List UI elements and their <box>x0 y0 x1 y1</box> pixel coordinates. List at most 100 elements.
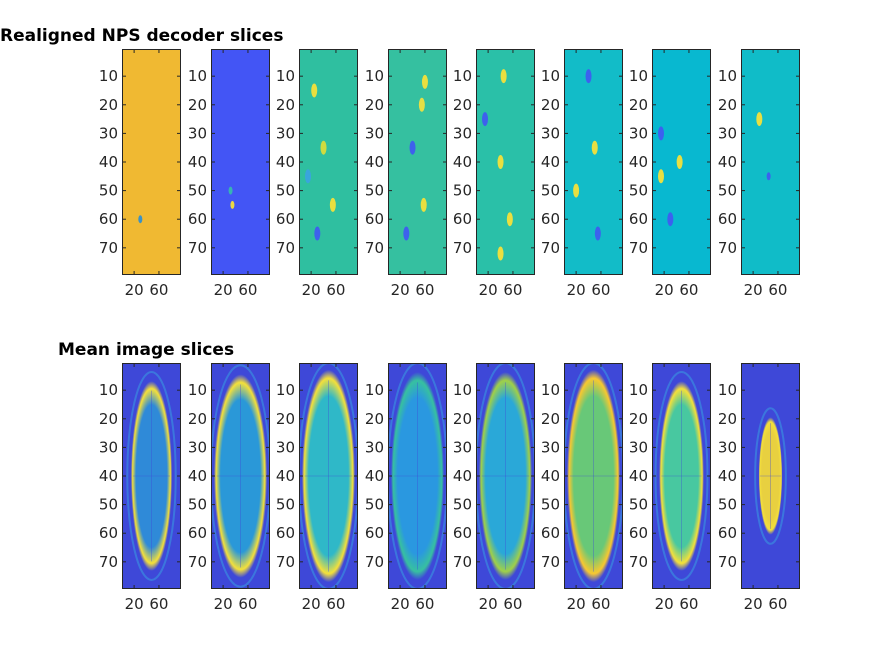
slice-background <box>299 49 358 275</box>
y-tick-label: 20 <box>453 410 472 428</box>
activation-blob <box>766 172 771 181</box>
y-tick-label: 70 <box>541 239 560 257</box>
slice-panel: 10 20 30 40 50 60 70 20 60 <box>99 363 181 613</box>
y-tick-label: 70 <box>629 239 648 257</box>
y-tick-label: 40 <box>99 153 118 171</box>
activation-blob <box>658 169 665 184</box>
y-tick-label: 10 <box>99 381 118 399</box>
y-tick-label: 70 <box>718 239 737 257</box>
slice-panel: 10 20 30 40 50 60 70 20 60 <box>453 49 535 299</box>
activation-blob <box>482 112 489 127</box>
activation-blob <box>676 155 683 169</box>
activation-blob <box>314 226 321 241</box>
x-tick-label: 60 <box>591 281 610 299</box>
activation-blob <box>756 112 763 127</box>
y-tick-label: 10 <box>188 381 207 399</box>
y-tick-label: 20 <box>188 96 207 114</box>
x-tick-label: 60 <box>149 281 168 299</box>
y-tick-label: 30 <box>718 438 737 456</box>
y-tick-label: 70 <box>718 553 737 571</box>
y-tick-label: 20 <box>453 96 472 114</box>
y-tick-label: 10 <box>188 67 207 85</box>
slice-background <box>122 49 181 275</box>
y-tick-label: 40 <box>541 467 560 485</box>
x-tick-label: 60 <box>503 281 522 299</box>
y-tick-label: 40 <box>541 153 560 171</box>
y-tick-label: 70 <box>276 239 295 257</box>
activation-blob <box>305 169 312 184</box>
brain-ellipse <box>213 374 268 578</box>
slice-panel: 10 20 30 40 50 60 70 20 60 <box>718 49 800 299</box>
activation-blob <box>585 69 592 84</box>
slice-panel: 10 20 30 40 50 60 70 20 60 <box>188 363 270 613</box>
y-tick-label: 40 <box>453 467 472 485</box>
y-tick-label: 20 <box>99 410 118 428</box>
y-tick-label: 60 <box>188 210 207 228</box>
y-tick-label: 50 <box>188 496 207 514</box>
x-tick-label: 60 <box>679 595 698 613</box>
y-tick-label: 30 <box>453 438 472 456</box>
activation-blob <box>497 246 504 261</box>
y-tick-label: 20 <box>365 410 384 428</box>
y-tick-label: 40 <box>276 153 295 171</box>
x-tick-label: 20 <box>302 281 321 299</box>
y-tick-label: 10 <box>541 381 560 399</box>
slice-panel: 10 20 30 40 50 60 70 20 60 <box>188 49 270 299</box>
y-tick-label: 60 <box>276 210 295 228</box>
activation-blob <box>506 212 513 227</box>
y-tick-label: 10 <box>629 67 648 85</box>
y-tick-label: 40 <box>276 467 295 485</box>
y-tick-label: 60 <box>541 210 560 228</box>
y-tick-label: 30 <box>365 438 384 456</box>
brain-ellipse <box>301 369 356 583</box>
slice-background <box>476 49 535 275</box>
y-tick-label: 60 <box>365 210 384 228</box>
y-tick-label: 60 <box>99 210 118 228</box>
activation-blob <box>329 197 336 212</box>
y-tick-label: 50 <box>276 182 295 200</box>
y-tick-label: 20 <box>718 410 737 428</box>
slice-panel: 10 20 30 40 50 60 70 20 60 <box>541 363 623 613</box>
y-tick-label: 20 <box>541 410 560 428</box>
y-tick-label: 30 <box>541 124 560 142</box>
slice-panel: 10 20 30 40 50 60 70 20 60 <box>99 49 181 299</box>
y-tick-label: 60 <box>629 524 648 542</box>
y-tick-label: 70 <box>365 553 384 571</box>
y-tick-label: 60 <box>365 524 384 542</box>
activation-blob <box>594 226 601 241</box>
brain-ellipse <box>659 381 704 571</box>
y-tick-label: 10 <box>718 67 737 85</box>
y-tick-label: 10 <box>453 381 472 399</box>
y-tick-label: 20 <box>629 410 648 428</box>
y-tick-label: 10 <box>453 67 472 85</box>
brain-ellipse <box>566 369 621 583</box>
y-tick-label: 10 <box>99 67 118 85</box>
y-tick-label: 10 <box>276 381 295 399</box>
y-tick-label: 10 <box>541 67 560 85</box>
x-tick-label: 60 <box>679 281 698 299</box>
x-tick-label: 60 <box>768 595 787 613</box>
y-tick-label: 30 <box>99 438 118 456</box>
slice-panel: 10 20 30 40 50 60 70 20 60 <box>365 49 447 299</box>
y-tick-label: 50 <box>718 182 737 200</box>
x-tick-label: 60 <box>238 595 257 613</box>
x-tick-label: 20 <box>744 281 763 299</box>
y-tick-label: 30 <box>453 124 472 142</box>
activation-blob <box>230 200 235 209</box>
decoder-row-title: Realigned NPS decoder slices <box>0 26 284 46</box>
y-tick-label: 40 <box>718 153 737 171</box>
y-tick-label: 60 <box>453 524 472 542</box>
y-tick-label: 10 <box>629 381 648 399</box>
x-tick-label: 20 <box>479 281 498 299</box>
outer-ring <box>754 407 787 545</box>
x-tick-label: 20 <box>391 281 410 299</box>
y-tick-label: 40 <box>365 467 384 485</box>
activation-blob <box>667 212 674 227</box>
slice-panel: 10 20 30 40 50 60 70 20 60 <box>629 49 711 299</box>
slice-background <box>564 49 623 275</box>
y-tick-label: 30 <box>718 124 737 142</box>
y-tick-label: 40 <box>453 153 472 171</box>
x-tick-label: 60 <box>415 281 434 299</box>
y-tick-label: 60 <box>629 210 648 228</box>
brain-ellipse <box>130 381 173 571</box>
